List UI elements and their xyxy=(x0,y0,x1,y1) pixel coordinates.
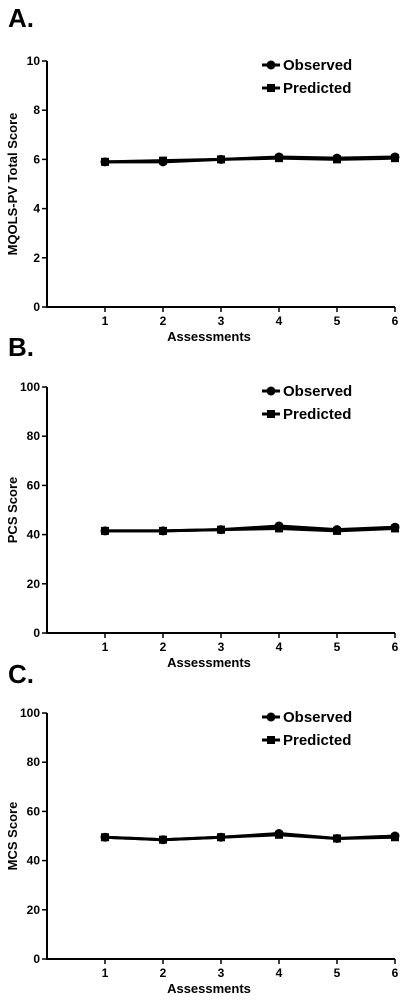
y-tick-label: 4 xyxy=(33,202,40,216)
data-point-predicted xyxy=(275,154,283,163)
y-tick-label: 20 xyxy=(27,903,41,917)
series-line-predicted xyxy=(105,526,396,533)
y-tick-label: 60 xyxy=(27,804,41,818)
y-tick-label: 40 xyxy=(27,528,41,542)
y-tick-label: 60 xyxy=(27,478,41,492)
data-point-predicted xyxy=(159,526,167,535)
x-tick-label: 6 xyxy=(392,640,399,654)
y-tick-label: 100 xyxy=(20,706,40,720)
legend-marker-observed xyxy=(266,712,276,722)
data-point-predicted xyxy=(275,524,283,533)
y-tick-label: 0 xyxy=(33,300,40,314)
y-tick-label: 6 xyxy=(33,152,40,166)
y-tick-label: 80 xyxy=(27,755,41,769)
x-tick-label: 2 xyxy=(160,640,167,654)
x-tick-label: 3 xyxy=(218,966,225,980)
x-tick-label: 6 xyxy=(392,314,399,328)
x-axis-title: Assessments xyxy=(167,981,251,996)
x-tick-label: 2 xyxy=(160,314,167,328)
series-line-predicted xyxy=(104,833,396,842)
x-tick-label: 1 xyxy=(102,314,109,328)
x-tick-label: 5 xyxy=(334,966,341,980)
data-point-predicted xyxy=(217,525,225,534)
data-point-predicted xyxy=(391,833,399,842)
x-tick-label: 4 xyxy=(276,314,283,328)
data-point-predicted xyxy=(159,156,167,165)
y-tick-label: 20 xyxy=(27,577,41,591)
y-tick-label: 100 xyxy=(20,380,40,394)
legend-marker-predicted xyxy=(267,410,275,418)
data-point-predicted xyxy=(333,526,341,535)
x-tick-label: 3 xyxy=(218,640,225,654)
x-axis-title: Assessments xyxy=(167,329,251,344)
data-point-predicted xyxy=(391,154,399,163)
x-axis-title: Assessments xyxy=(167,655,251,670)
legend-label-predicted: Predicted xyxy=(283,406,351,423)
y-tick-label: 40 xyxy=(27,854,41,868)
data-point-predicted xyxy=(101,526,109,535)
legend-label-observed: Observed xyxy=(283,383,352,400)
legend-label-predicted: Predicted xyxy=(283,80,351,97)
data-point-predicted xyxy=(333,834,341,843)
legend-label-observed: Observed xyxy=(283,709,352,726)
x-tick-label: 4 xyxy=(276,966,283,980)
y-tick-label: 80 xyxy=(27,429,41,443)
panel-label: B. xyxy=(8,332,34,362)
y-axis-title: MQOLS-PV Total Score xyxy=(5,113,20,256)
y-axis-title: PCS Score xyxy=(5,477,20,543)
x-tick-label: 1 xyxy=(102,966,109,980)
x-tick-label: 3 xyxy=(218,314,225,328)
data-point-predicted xyxy=(101,833,109,842)
x-tick-label: 1 xyxy=(102,640,109,654)
chart-panel-2: B. 0 20 40 60 80 100 1 2 3 4 5 6 Assessments PCS Score… xyxy=(5,332,400,670)
y-tick-label: 0 xyxy=(33,952,40,966)
data-point-predicted xyxy=(159,835,167,844)
data-point-predicted xyxy=(217,155,225,164)
y-tick-label: 10 xyxy=(27,54,41,68)
y-tick-label: 2 xyxy=(33,251,40,265)
legend-label-predicted: Predicted xyxy=(283,732,351,749)
data-point-predicted xyxy=(217,833,225,842)
x-tick-label: 2 xyxy=(160,966,167,980)
chart-panel-3: C. 0 20 40 60 80 100 1 2 3 4 5 6 Assessments MCS Score… xyxy=(5,659,400,996)
data-point-predicted xyxy=(333,155,341,164)
x-tick-label: 4 xyxy=(276,640,283,654)
y-tick-label: 8 xyxy=(33,103,40,117)
legend-label-observed: Observed xyxy=(283,57,352,74)
y-axis-title: MCS Score xyxy=(5,802,20,871)
panel-label: C. xyxy=(8,659,34,689)
legend-marker-predicted xyxy=(267,736,275,744)
x-tick-label: 6 xyxy=(392,966,399,980)
x-tick-label: 5 xyxy=(334,640,341,654)
y-tick-label: 0 xyxy=(33,626,40,640)
legend-marker-observed xyxy=(266,60,276,70)
x-tick-label: 5 xyxy=(334,314,341,328)
data-point-predicted xyxy=(101,157,109,166)
series-line-predicted xyxy=(104,156,396,164)
legend-marker-observed xyxy=(266,386,276,396)
panel-label: A. xyxy=(8,3,34,33)
legend-marker-predicted xyxy=(267,84,275,92)
data-point-predicted xyxy=(391,524,399,533)
data-point-predicted xyxy=(275,830,283,839)
